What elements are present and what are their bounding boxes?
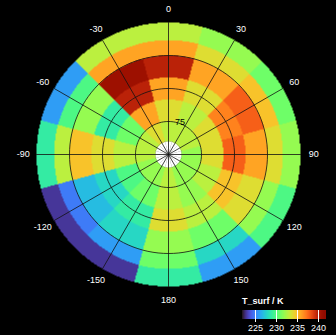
svg-text:90: 90 (309, 149, 319, 159)
svg-text:240: 240 (311, 323, 326, 333)
svg-text:120: 120 (287, 222, 302, 232)
svg-text:225: 225 (248, 323, 263, 333)
svg-text:T_surf / K: T_surf / K (242, 296, 284, 306)
svg-text:230: 230 (269, 323, 284, 333)
svg-text:75: 75 (175, 117, 185, 127)
svg-text:-90: -90 (17, 149, 30, 159)
svg-text:150: 150 (234, 275, 249, 285)
svg-text:60: 60 (289, 77, 299, 87)
svg-text:-150: -150 (87, 275, 105, 285)
svg-text:0: 0 (166, 4, 171, 14)
svg-text:235: 235 (290, 323, 305, 333)
svg-text:30: 30 (236, 24, 246, 34)
svg-text:-60: -60 (36, 77, 49, 87)
svg-text:180: 180 (161, 295, 176, 305)
svg-text:-30: -30 (89, 24, 102, 34)
svg-text:-120: -120 (34, 222, 52, 232)
